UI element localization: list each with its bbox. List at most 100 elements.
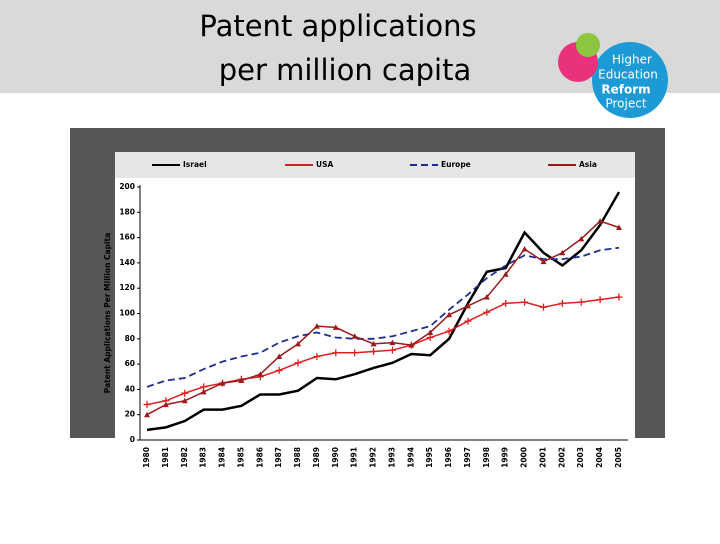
x-tick-label: 1988	[293, 447, 302, 468]
x-tick-label: 2002	[557, 447, 566, 468]
x-tick-label: 2001	[538, 447, 547, 468]
legend-label: Asia	[579, 160, 597, 169]
x-tick-label: 1991	[350, 447, 359, 468]
x-tick-label: 1990	[331, 447, 340, 468]
marker	[276, 353, 283, 360]
logo-text: Reform	[601, 83, 650, 97]
y-tick-label: 140	[119, 258, 135, 267]
marker	[502, 271, 509, 277]
marker	[143, 401, 151, 409]
marker	[559, 249, 566, 256]
marker	[313, 353, 321, 361]
marker	[238, 377, 245, 384]
x-tick-label: 1994	[406, 447, 415, 468]
logo: Higher Education Reform Project	[558, 33, 668, 118]
marker	[502, 299, 510, 307]
marker	[144, 411, 150, 418]
marker	[558, 299, 566, 307]
marker	[615, 293, 623, 301]
marker	[219, 380, 226, 386]
marker	[539, 303, 547, 311]
y-tick-label: 200	[119, 182, 135, 191]
title-line: Patent applications	[199, 9, 476, 43]
marker	[275, 366, 283, 374]
marker	[426, 334, 434, 342]
x-tick-label: 1993	[387, 447, 396, 468]
x-tick-label: 1981	[161, 447, 170, 468]
y-tick-label: 180	[119, 207, 135, 216]
marker	[200, 388, 207, 395]
marker	[596, 296, 604, 304]
marker	[351, 349, 359, 357]
y-tick-label: 20	[125, 410, 135, 419]
marker	[295, 340, 302, 347]
y-tick-label: 100	[119, 309, 135, 318]
marker	[483, 294, 490, 300]
y-tick-label: 80	[125, 334, 135, 343]
x-tick-label: 1989	[312, 447, 321, 468]
x-tick-label: 1995	[425, 447, 434, 468]
marker	[464, 302, 471, 309]
marker	[389, 339, 396, 346]
legend-label: Europe	[441, 160, 471, 169]
x-tick-label: 1996	[444, 447, 453, 468]
x-tick-label: 1986	[255, 447, 264, 468]
marker	[540, 258, 547, 265]
x-tick-label: 1985	[236, 447, 245, 468]
y-tick-label: 40	[125, 384, 135, 393]
marker	[294, 359, 302, 367]
marker	[577, 298, 585, 306]
marker	[408, 342, 415, 348]
marker	[162, 401, 169, 408]
legend-label: USA	[316, 160, 333, 169]
marker	[181, 397, 188, 404]
marker	[446, 311, 453, 318]
marker	[521, 298, 529, 306]
logo-circle	[576, 33, 600, 57]
x-tick-label: 2005	[614, 447, 623, 468]
marker	[578, 235, 585, 242]
x-tick-label: 1998	[482, 447, 491, 468]
marker	[257, 371, 264, 377]
marker	[464, 317, 472, 325]
marker	[427, 329, 434, 335]
x-tick-label: 2004	[595, 447, 604, 468]
marker	[332, 349, 340, 357]
x-tick-label: 2003	[576, 447, 585, 468]
x-tick-label: 1980	[142, 447, 151, 468]
marker	[616, 224, 622, 230]
marker	[597, 218, 604, 224]
marker	[521, 245, 528, 252]
marker	[313, 323, 320, 329]
logo-text: Education	[598, 68, 658, 82]
x-tick-label: 1999	[501, 447, 510, 468]
y-tick-label: 60	[125, 359, 135, 368]
x-tick-label: 1997	[463, 447, 472, 468]
logo-circle	[592, 42, 668, 118]
y-axis-label: Patent Applications Per Million Capita	[103, 233, 112, 393]
title-line: per million capita	[219, 53, 472, 87]
marker	[332, 324, 339, 330]
x-tick-label: 1983	[199, 447, 208, 468]
x-tick-label: 1987	[274, 447, 283, 468]
marker	[370, 340, 377, 347]
series-line	[146, 220, 620, 416]
logo-text: Higher	[612, 53, 652, 67]
marker	[388, 346, 396, 354]
x-tick-label: 1992	[369, 447, 378, 468]
series-line	[146, 246, 620, 388]
x-tick-label: 2000	[520, 447, 529, 468]
chart-area	[115, 152, 635, 474]
y-tick-label: 120	[119, 283, 135, 292]
x-tick-label: 1984	[218, 447, 227, 468]
logo-text: Project	[605, 97, 646, 111]
y-tick-label: 160	[119, 233, 135, 242]
marker	[181, 389, 189, 397]
marker	[370, 347, 378, 355]
legend-label: Israel	[183, 160, 207, 169]
marker	[483, 308, 491, 316]
marker	[445, 327, 453, 335]
series-line	[146, 191, 621, 432]
x-tick-label: 1982	[180, 447, 189, 468]
